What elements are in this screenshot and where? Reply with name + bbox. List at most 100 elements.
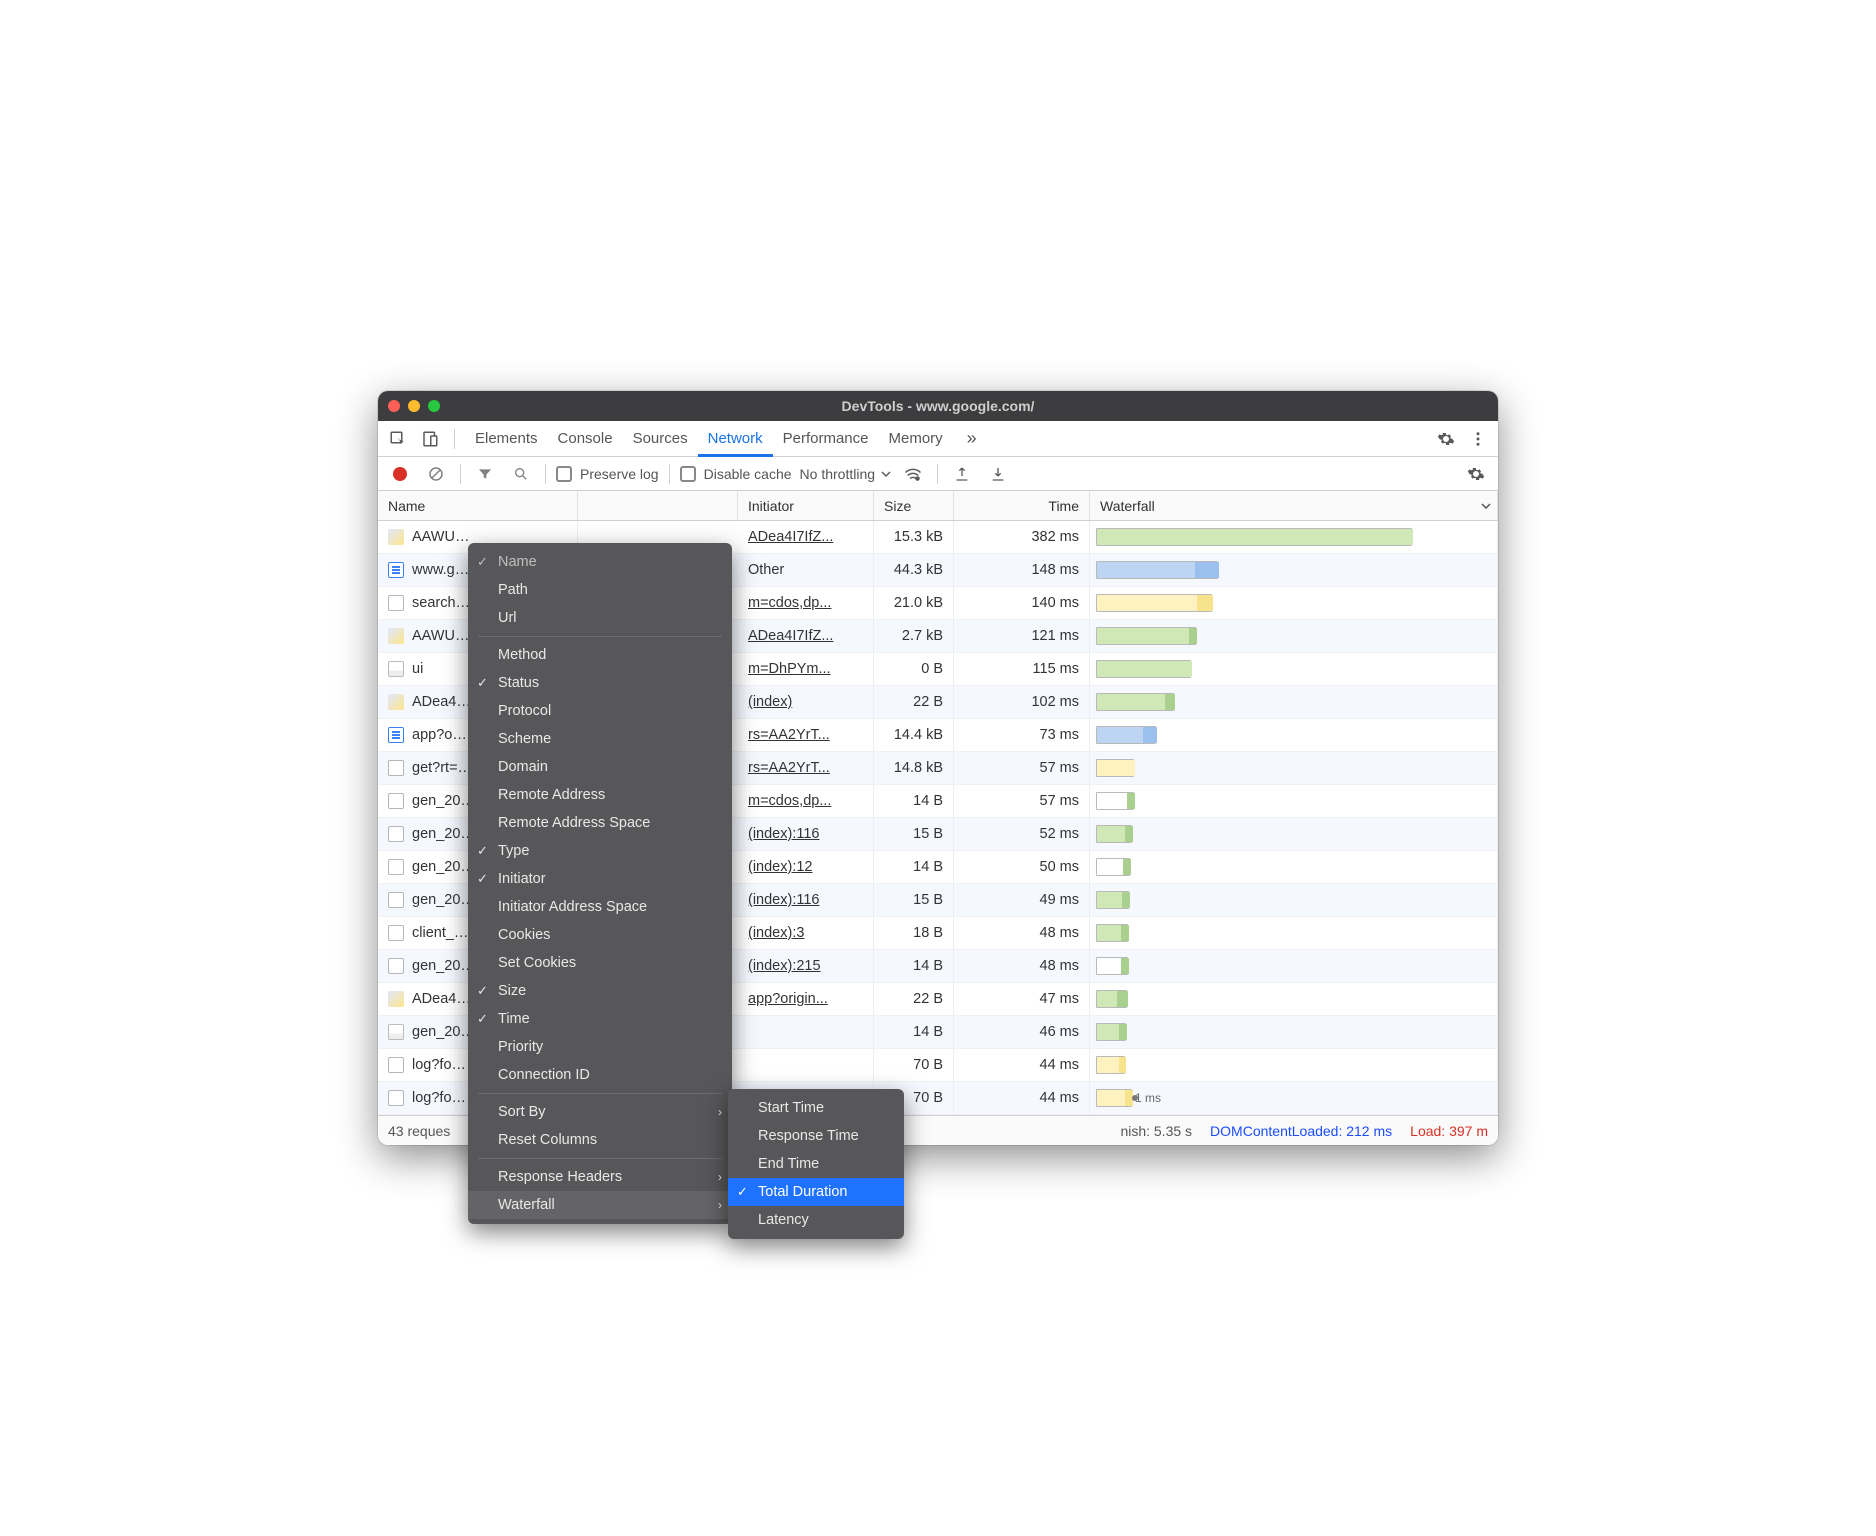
initiator-link[interactable]: m=DhPYm... bbox=[748, 661, 831, 677]
menu-item-path[interactable]: Path bbox=[468, 576, 732, 604]
initiator-link[interactable]: (index):12 bbox=[748, 859, 812, 875]
menu-item-initiator-address-space[interactable]: Initiator Address Space bbox=[468, 893, 732, 921]
cell-initiator: (index):116 bbox=[738, 884, 874, 916]
menu-item-url[interactable]: Url bbox=[468, 604, 732, 632]
menu-item-status[interactable]: ✓Status bbox=[468, 669, 732, 697]
column-header-name[interactable]: Name bbox=[378, 491, 578, 520]
preserve-log-checkbox[interactable]: Preserve log bbox=[556, 466, 659, 482]
menu-item-waterfall[interactable]: Waterfall› bbox=[468, 1191, 732, 1219]
waterfall-bar bbox=[1096, 891, 1129, 909]
waterfall-bar bbox=[1096, 627, 1196, 645]
export-har-icon[interactable] bbox=[984, 461, 1012, 487]
import-har-icon[interactable] bbox=[948, 461, 976, 487]
menu-item-size[interactable]: ✓Size bbox=[468, 977, 732, 1005]
clear-button[interactable] bbox=[422, 461, 450, 487]
menu-item-cookies[interactable]: Cookies bbox=[468, 921, 732, 949]
kebab-menu-icon[interactable] bbox=[1464, 426, 1492, 452]
cell-waterfall bbox=[1090, 950, 1498, 982]
initiator-link[interactable]: m=cdos,dp... bbox=[748, 595, 831, 611]
tab-sources[interactable]: Sources bbox=[623, 421, 698, 457]
tab-memory[interactable]: Memory bbox=[879, 421, 953, 457]
cell-time: 50 ms bbox=[954, 851, 1090, 883]
initiator-link[interactable]: (index):116 bbox=[748, 826, 819, 842]
window-maximize-button[interactable] bbox=[428, 400, 440, 412]
request-name: log?fo… bbox=[412, 1090, 466, 1106]
inspect-element-icon[interactable] bbox=[384, 426, 412, 452]
initiator-link[interactable]: (index) bbox=[748, 694, 792, 710]
tab-network[interactable]: Network bbox=[698, 421, 773, 457]
menu-item-priority[interactable]: Priority bbox=[468, 1033, 732, 1061]
cell-waterfall bbox=[1090, 587, 1498, 619]
column-header-waterfall[interactable]: Waterfall bbox=[1090, 491, 1498, 520]
menu-item-initiator[interactable]: ✓Initiator bbox=[468, 865, 732, 893]
record-button[interactable] bbox=[386, 461, 414, 487]
tab-performance[interactable]: Performance bbox=[773, 421, 879, 457]
submenu-item-start-time[interactable]: Start Time bbox=[728, 1094, 904, 1122]
initiator-link[interactable]: (index):116 bbox=[748, 892, 819, 908]
tab-console[interactable]: Console bbox=[548, 421, 623, 457]
throttling-select[interactable]: No throttling bbox=[800, 466, 891, 482]
menu-item-domain[interactable]: Domain bbox=[468, 753, 732, 781]
menu-item-time[interactable]: ✓Time bbox=[468, 1005, 732, 1033]
cell-time: 48 ms bbox=[954, 950, 1090, 982]
cell-waterfall bbox=[1090, 686, 1498, 718]
menu-divider bbox=[478, 1093, 722, 1094]
cell-time: 46 ms bbox=[954, 1016, 1090, 1048]
menu-item-remote-address[interactable]: Remote Address bbox=[468, 781, 732, 809]
initiator-link[interactable]: app?origin... bbox=[748, 991, 828, 1007]
device-toolbar-icon[interactable] bbox=[416, 426, 444, 452]
menu-item-protocol[interactable]: Protocol bbox=[468, 697, 732, 725]
menu-item-method[interactable]: Method bbox=[468, 641, 732, 669]
submenu-item-response-time[interactable]: Response Time bbox=[728, 1122, 904, 1150]
network-conditions-icon[interactable] bbox=[899, 461, 927, 487]
initiator-link[interactable]: ADea4I7IfZ... bbox=[748, 529, 833, 545]
menu-item-name[interactable]: ✓Name bbox=[468, 548, 732, 576]
submenu-item-latency[interactable]: Latency bbox=[728, 1206, 904, 1234]
waterfall-bar bbox=[1096, 858, 1130, 876]
submenu-item-total-duration[interactable]: ✓Total Duration bbox=[728, 1178, 904, 1206]
cell-waterfall bbox=[1090, 785, 1498, 817]
menu-item-connection-id[interactable]: Connection ID bbox=[468, 1061, 732, 1089]
menu-item-remote-address-space[interactable]: Remote Address Space bbox=[468, 809, 732, 837]
cell-size: 2.7 kB bbox=[874, 620, 954, 652]
waterfall-bar bbox=[1096, 990, 1127, 1008]
devtools-tabs: ElementsConsoleSourcesNetworkPerformance… bbox=[378, 421, 1498, 457]
menu-item-scheme[interactable]: Scheme bbox=[468, 725, 732, 753]
menu-item-sort-by[interactable]: Sort By› bbox=[468, 1098, 732, 1126]
request-name: gen_20… bbox=[412, 859, 475, 875]
menu-item-response-headers[interactable]: Response Headers› bbox=[468, 1163, 732, 1191]
initiator-link[interactable]: (index):215 bbox=[748, 958, 821, 974]
menu-item-type[interactable]: ✓Type bbox=[468, 837, 732, 865]
cell-initiator: rs=AA2YrT... bbox=[738, 719, 874, 751]
window-minimize-button[interactable] bbox=[408, 400, 420, 412]
request-name: ADea4… bbox=[412, 991, 471, 1007]
footer-load: Load: 397 m bbox=[1410, 1123, 1488, 1139]
request-name: app?o… bbox=[412, 727, 467, 743]
window-close-button[interactable] bbox=[388, 400, 400, 412]
initiator-link[interactable]: rs=AA2YrT... bbox=[748, 727, 830, 743]
filter-icon[interactable] bbox=[471, 461, 499, 487]
submenu-item-end-time[interactable]: End Time bbox=[728, 1150, 904, 1178]
initiator-link[interactable]: rs=AA2YrT... bbox=[748, 760, 830, 776]
default-icon bbox=[388, 1057, 404, 1073]
initiator-link[interactable]: (index):3 bbox=[748, 925, 804, 941]
submenu-arrow-icon: › bbox=[718, 1170, 722, 1184]
waterfall-submenu[interactable]: Start TimeResponse TimeEnd Time✓Total Du… bbox=[728, 1089, 904, 1239]
search-icon[interactable] bbox=[507, 461, 535, 487]
network-settings-icon[interactable] bbox=[1462, 461, 1490, 487]
tab-elements[interactable]: Elements bbox=[465, 421, 548, 457]
tabs-overflow-button[interactable]: » bbox=[957, 421, 987, 457]
column-header-time[interactable]: Time bbox=[954, 491, 1090, 520]
settings-gear-icon[interactable] bbox=[1432, 426, 1460, 452]
cell-waterfall bbox=[1090, 917, 1498, 949]
disable-cache-checkbox[interactable]: Disable cache bbox=[680, 466, 792, 482]
request-name: gen_20… bbox=[412, 892, 475, 908]
column-header-size[interactable]: Size bbox=[874, 491, 954, 520]
column-context-menu[interactable]: ✓NamePathUrl Method✓StatusProtocolSchemeD… bbox=[468, 543, 732, 1224]
initiator-link[interactable]: m=cdos,dp... bbox=[748, 793, 831, 809]
menu-item-reset-columns[interactable]: Reset Columns bbox=[468, 1126, 732, 1154]
initiator-link[interactable]: ADea4I7IfZ... bbox=[748, 628, 833, 644]
menu-item-set-cookies[interactable]: Set Cookies bbox=[468, 949, 732, 977]
column-header-initiator[interactable]: Initiator bbox=[738, 491, 874, 520]
request-name: AAWU… bbox=[412, 628, 469, 644]
